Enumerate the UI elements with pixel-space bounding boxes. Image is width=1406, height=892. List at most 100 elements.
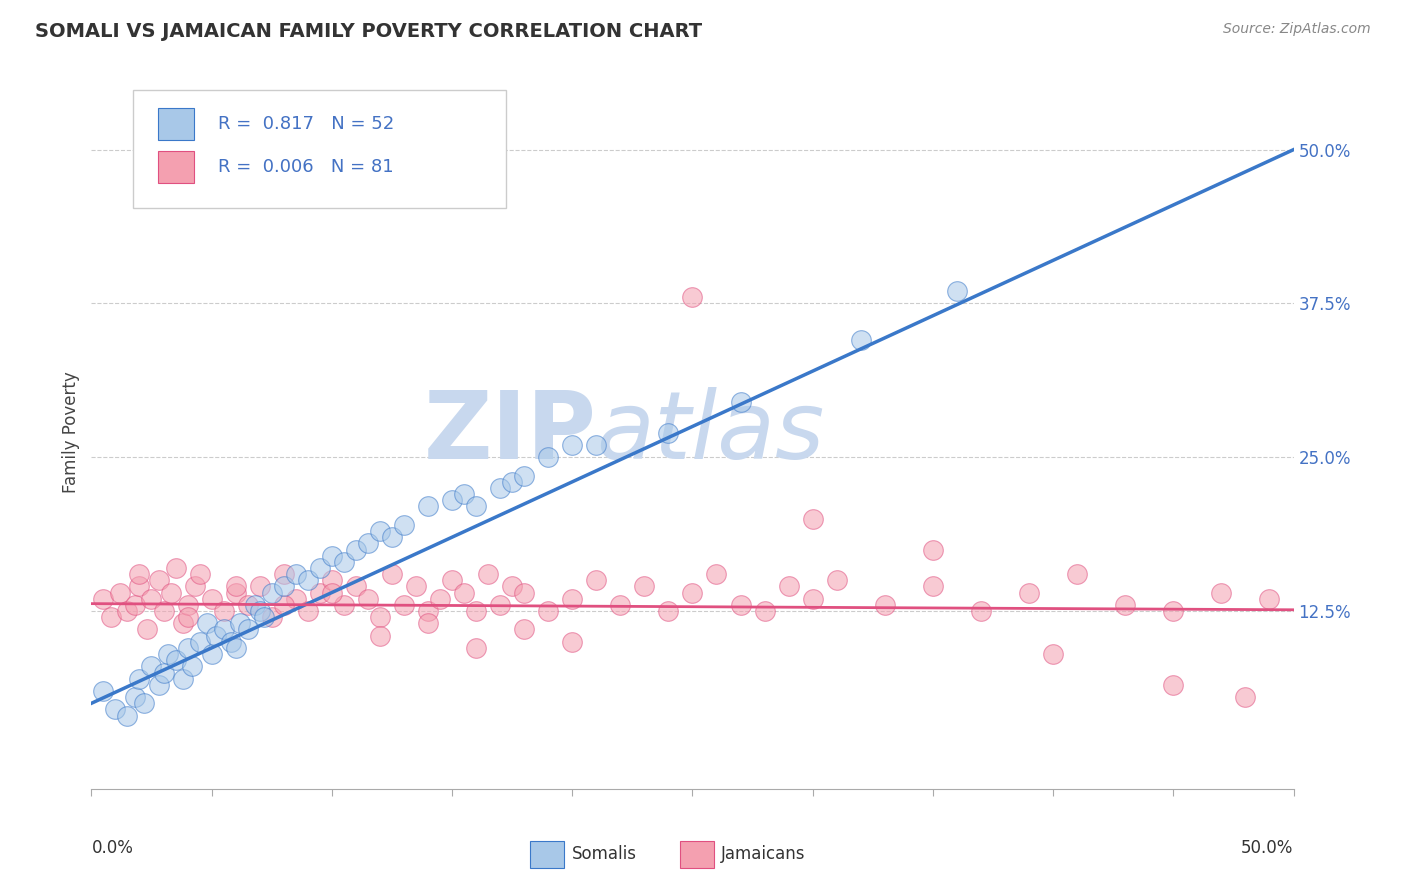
Point — [344, 579, 367, 593]
Point — [165, 561, 187, 575]
Point — [465, 640, 488, 655]
Point — [152, 665, 174, 680]
Point — [308, 585, 330, 599]
Point — [1258, 591, 1281, 606]
Point — [141, 659, 163, 673]
Point — [152, 604, 174, 618]
Point — [333, 555, 356, 569]
Text: 50.0%: 50.0% — [1241, 839, 1294, 857]
Point — [284, 567, 307, 582]
Bar — [681, 841, 714, 868]
Point — [585, 438, 607, 452]
Point — [165, 653, 187, 667]
Point — [176, 610, 198, 624]
Text: atlas: atlas — [596, 387, 824, 478]
Point — [778, 579, 800, 593]
Point — [176, 640, 198, 655]
Point — [849, 334, 872, 348]
Point — [212, 623, 235, 637]
Y-axis label: Family Poverty: Family Poverty — [62, 372, 80, 493]
Point — [93, 591, 115, 606]
Point — [501, 579, 523, 593]
Point — [344, 542, 367, 557]
Point — [110, 585, 132, 599]
Point — [489, 598, 512, 612]
Point — [825, 574, 848, 588]
Point — [801, 512, 824, 526]
Bar — [157, 151, 194, 183]
Point — [184, 579, 207, 593]
Point — [368, 629, 391, 643]
Point — [1211, 585, 1233, 599]
Point — [416, 616, 439, 631]
Point — [273, 598, 295, 612]
Point — [201, 591, 224, 606]
Point — [1114, 598, 1136, 612]
FancyBboxPatch shape — [134, 90, 506, 208]
Point — [657, 425, 679, 440]
Point — [501, 475, 523, 489]
Point — [368, 524, 391, 538]
Point — [1066, 567, 1088, 582]
Text: Jamaicans: Jamaicans — [721, 845, 806, 863]
Point — [135, 623, 157, 637]
Point — [188, 634, 211, 648]
Point — [681, 585, 703, 599]
Point — [253, 610, 276, 624]
Point — [157, 647, 180, 661]
Point — [201, 647, 224, 661]
Point — [465, 604, 488, 618]
Point — [128, 567, 150, 582]
Point — [141, 591, 163, 606]
Point — [205, 629, 228, 643]
Point — [416, 500, 439, 514]
Text: SOMALI VS JAMAICAN FAMILY POVERTY CORRELATION CHART: SOMALI VS JAMAICAN FAMILY POVERTY CORREL… — [35, 22, 702, 41]
Point — [465, 500, 488, 514]
Point — [440, 574, 463, 588]
Point — [357, 536, 380, 550]
Bar — [157, 108, 194, 140]
Point — [93, 684, 115, 698]
Point — [657, 604, 679, 618]
Point — [124, 598, 146, 612]
Text: 0.0%: 0.0% — [91, 839, 134, 857]
Point — [225, 640, 247, 655]
Point — [368, 610, 391, 624]
Point — [195, 616, 218, 631]
Point — [754, 604, 776, 618]
Point — [453, 487, 475, 501]
Point — [100, 610, 122, 624]
Point — [477, 567, 499, 582]
Point — [181, 659, 204, 673]
Point — [308, 561, 330, 575]
Text: Somalis: Somalis — [572, 845, 637, 863]
Point — [172, 672, 194, 686]
Point — [681, 290, 703, 304]
Text: ZIP: ZIP — [423, 386, 596, 479]
Text: Source: ZipAtlas.com: Source: ZipAtlas.com — [1223, 22, 1371, 37]
Point — [104, 702, 127, 716]
Point — [873, 598, 896, 612]
Point — [225, 579, 247, 593]
Point — [297, 574, 319, 588]
Point — [321, 574, 343, 588]
Point — [416, 604, 439, 618]
Point — [297, 604, 319, 618]
Point — [284, 591, 307, 606]
Point — [489, 481, 512, 495]
Point — [609, 598, 631, 612]
Point — [134, 696, 156, 710]
Point — [381, 530, 404, 544]
Point — [236, 598, 259, 612]
Point — [176, 598, 198, 612]
Point — [117, 708, 139, 723]
Point — [243, 598, 266, 612]
Point — [392, 598, 415, 612]
Point — [260, 585, 283, 599]
Point — [1161, 604, 1184, 618]
Point — [260, 610, 283, 624]
Point — [801, 591, 824, 606]
Point — [561, 591, 583, 606]
Text: R =  0.817   N = 52: R = 0.817 N = 52 — [218, 115, 394, 133]
Point — [1161, 678, 1184, 692]
